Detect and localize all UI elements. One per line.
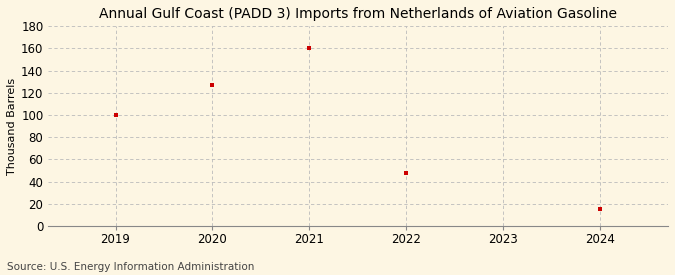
- Text: Source: U.S. Energy Information Administration: Source: U.S. Energy Information Administ…: [7, 262, 254, 272]
- Title: Annual Gulf Coast (PADD 3) Imports from Netherlands of Aviation Gasoline: Annual Gulf Coast (PADD 3) Imports from …: [99, 7, 617, 21]
- Y-axis label: Thousand Barrels: Thousand Barrels: [7, 78, 17, 175]
